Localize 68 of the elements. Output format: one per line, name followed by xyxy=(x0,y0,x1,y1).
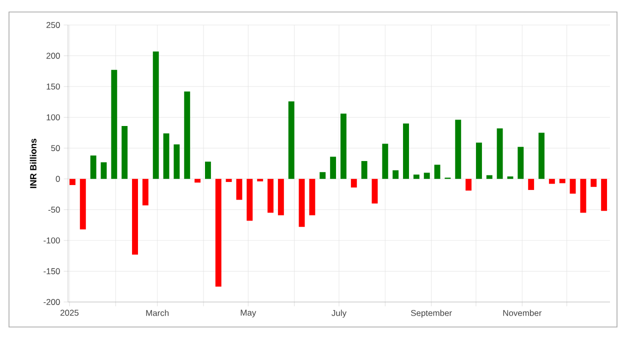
bar xyxy=(194,178,201,183)
bar xyxy=(350,178,357,188)
bar xyxy=(80,178,86,230)
bar xyxy=(184,91,190,179)
y-tick-label: 150 xyxy=(46,84,60,90)
bar xyxy=(570,178,576,194)
bar xyxy=(111,70,118,179)
bar xyxy=(601,178,608,211)
x-tick-label: September xyxy=(411,310,452,318)
y-axis-title: INR Billions xyxy=(30,138,36,188)
bar xyxy=(507,176,514,179)
bar xyxy=(288,101,294,179)
bar xyxy=(330,156,336,179)
bar xyxy=(309,178,316,216)
bar xyxy=(132,178,138,255)
bar xyxy=(528,178,534,190)
bar xyxy=(69,178,76,186)
bar xyxy=(278,178,284,216)
x-tick-label: March xyxy=(146,310,169,316)
bar xyxy=(590,178,597,187)
y-tick-label: 100 xyxy=(46,114,60,120)
bar xyxy=(163,133,170,179)
y-tick-label: 250 xyxy=(46,22,60,28)
bar xyxy=(424,172,430,179)
bar xyxy=(361,161,368,179)
bar xyxy=(486,175,492,179)
x-tick-label: July xyxy=(332,310,347,318)
bar xyxy=(466,178,472,191)
bar xyxy=(538,132,544,179)
bar xyxy=(90,155,96,179)
y-tick-label: 50 xyxy=(51,145,60,152)
bar xyxy=(298,178,305,227)
x-tick-label: May xyxy=(240,310,256,318)
bar xyxy=(518,146,524,179)
bar xyxy=(372,178,378,204)
bar xyxy=(257,178,264,182)
bar xyxy=(204,162,211,179)
bar xyxy=(100,162,107,179)
y-tick-label: -100 xyxy=(44,237,60,244)
y-tick-label: -50 xyxy=(48,206,60,213)
bar xyxy=(226,178,232,182)
y-tick-label: -200 xyxy=(44,299,60,305)
y-tick-label: 200 xyxy=(46,52,60,59)
y-tick-label: -150 xyxy=(44,268,60,274)
bar xyxy=(548,178,555,184)
bar xyxy=(496,128,503,179)
bar xyxy=(340,114,346,179)
bar xyxy=(174,144,180,179)
bar xyxy=(246,178,253,221)
bar xyxy=(476,142,482,179)
bar xyxy=(215,178,222,287)
bar xyxy=(403,123,409,179)
bar xyxy=(580,178,586,213)
x-tick-label: 2025 xyxy=(60,310,79,316)
bar xyxy=(455,120,462,179)
bar xyxy=(434,164,440,179)
bar xyxy=(152,51,159,179)
y-tick-label: 0 xyxy=(56,176,60,182)
bar xyxy=(142,178,148,206)
bar xyxy=(559,178,566,184)
bar xyxy=(382,144,388,179)
bar xyxy=(268,178,274,213)
bar xyxy=(320,172,326,179)
bar xyxy=(236,178,242,200)
bar xyxy=(413,174,420,179)
x-tick-label: November xyxy=(503,310,542,316)
bar xyxy=(392,170,399,179)
bar xyxy=(122,126,128,179)
